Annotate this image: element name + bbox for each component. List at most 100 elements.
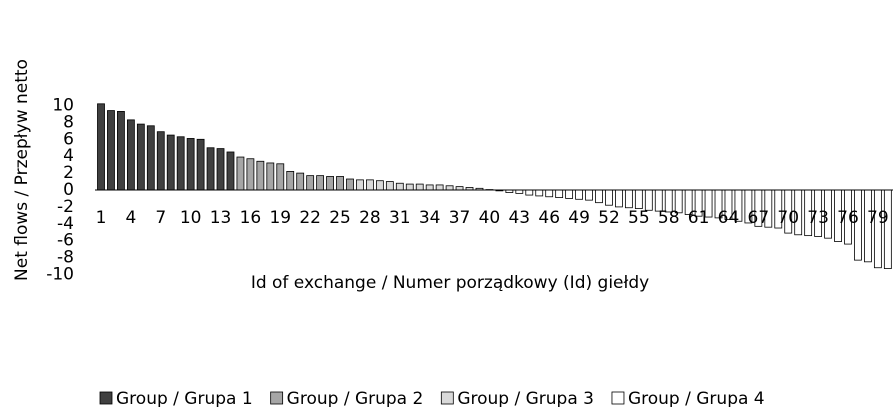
- x-tick-label: 31: [389, 208, 411, 228]
- bar: [545, 189, 554, 198]
- bar: [126, 119, 135, 191]
- x-tick-label: 40: [479, 208, 501, 228]
- x-tick-label: 55: [628, 208, 650, 228]
- bar: [634, 189, 643, 209]
- x-tick-label: 43: [508, 208, 530, 228]
- y-tick-label: 2: [63, 163, 74, 183]
- x-tick-label: 7: [155, 208, 166, 228]
- bar: [575, 189, 583, 200]
- x-tick-label: 34: [419, 208, 441, 228]
- bar: [425, 184, 434, 191]
- legend-label: Group / Grupa 3: [457, 389, 594, 407]
- bar: [146, 125, 155, 191]
- legend-swatch: [270, 391, 284, 405]
- bar: [336, 176, 344, 191]
- bar: [385, 181, 394, 191]
- x-tick-label: 46: [538, 208, 560, 228]
- legend-label: Group / Grupa 2: [287, 389, 424, 407]
- y-tick-label: 8: [63, 112, 74, 132]
- x-tick-label: 64: [718, 208, 740, 228]
- y-tick-label: 4: [63, 146, 74, 166]
- y-tick-label: 0: [63, 180, 74, 200]
- x-tick-label: 19: [269, 208, 291, 228]
- bar: [595, 189, 603, 204]
- bar: [226, 151, 235, 191]
- bar: [306, 175, 315, 191]
- bar: [555, 189, 564, 199]
- bar: [216, 148, 225, 191]
- bar: [256, 160, 265, 191]
- x-tick-label: 49: [568, 208, 590, 228]
- x-tick-label: 10: [180, 208, 202, 228]
- x-tick-label: 37: [449, 208, 471, 228]
- x-tick-label: 58: [658, 208, 680, 228]
- x-tick-label: 28: [359, 208, 381, 228]
- y-tick-label: -4: [57, 214, 74, 234]
- bar: [196, 138, 205, 191]
- bar: [166, 134, 175, 191]
- y-tick-label: -6: [57, 231, 74, 251]
- bar: [515, 189, 524, 194]
- x-tick-label: 67: [748, 208, 770, 228]
- x-tick-label: 70: [777, 208, 799, 228]
- x-axis-title: Id of exchange / Numer porządkowy (Id) g…: [251, 273, 649, 293]
- bar: [97, 103, 105, 191]
- bar: [415, 183, 424, 191]
- x-tick-label: 52: [598, 208, 620, 228]
- bar: [316, 175, 325, 191]
- bar: [585, 189, 593, 201]
- bar: [883, 189, 892, 269]
- y-tick-label: -10: [46, 265, 74, 285]
- y-axis-title: Net flows / Przepływ netto: [12, 59, 32, 281]
- bar: [117, 111, 125, 191]
- bar: [873, 189, 882, 269]
- bar: [435, 184, 444, 191]
- legend-label: Group / Grupa 4: [628, 389, 765, 407]
- legend-swatch: [440, 391, 454, 405]
- y-tick-label: 10: [52, 96, 74, 116]
- bar: [624, 189, 633, 209]
- x-tick-label: 61: [688, 208, 710, 228]
- x-tick-label: 16: [240, 208, 262, 228]
- bar: [366, 179, 374, 191]
- bar: [445, 185, 454, 191]
- x-tick-label: 1: [96, 208, 107, 228]
- x-tick-label: 22: [299, 208, 321, 228]
- bar: [136, 123, 145, 191]
- bar: [296, 172, 305, 191]
- bar: [266, 162, 275, 191]
- bar: [346, 178, 354, 191]
- bar: [186, 138, 195, 191]
- bar: [107, 110, 115, 191]
- x-tick-label: 13: [210, 208, 232, 228]
- legend-swatch: [99, 391, 113, 405]
- bar: [206, 147, 215, 191]
- bar: [535, 189, 544, 197]
- bar: [395, 182, 404, 191]
- bar: [405, 183, 414, 191]
- legend-swatch: [611, 391, 625, 405]
- y-tick-label: -8: [57, 248, 74, 268]
- bar: [246, 158, 255, 191]
- bar: [525, 189, 534, 196]
- bar: [276, 163, 285, 191]
- bar: [605, 189, 613, 206]
- x-tick-label: 73: [807, 208, 829, 228]
- bar: [176, 136, 185, 191]
- bar: [455, 186, 464, 191]
- x-tick-label: 76: [837, 208, 859, 228]
- bar: [236, 156, 245, 191]
- bar: [286, 171, 295, 191]
- bar: [326, 176, 334, 191]
- y-tick-label: -2: [57, 197, 74, 217]
- y-tick-label: 6: [63, 129, 74, 149]
- legend-label: Group / Grupa 1: [116, 389, 253, 407]
- bar: [375, 180, 384, 191]
- x-tick-label: 4: [125, 208, 136, 228]
- x-tick-label: 79: [867, 208, 889, 228]
- bar: [356, 179, 364, 191]
- bar: [156, 131, 165, 191]
- bar: [615, 189, 623, 208]
